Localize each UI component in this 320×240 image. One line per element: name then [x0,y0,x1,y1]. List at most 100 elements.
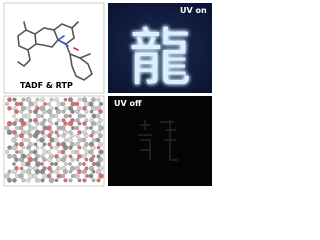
decoration [14,133,19,138]
decoration [32,149,38,155]
decoration [46,173,52,179]
decoration [12,154,17,159]
decoration [77,121,82,126]
decoration [12,178,17,183]
decoration [82,130,87,135]
decoration [18,125,24,131]
decoration [96,169,101,175]
decoration [68,178,73,183]
decoration [49,145,54,150]
decoration [82,162,86,166]
decoration [6,129,13,135]
decoration [54,106,59,111]
panel-label: UV on [180,6,207,15]
decoration [98,157,103,163]
decoration [34,169,41,175]
decoration [77,113,83,119]
decoration [77,97,82,102]
decoration [77,169,82,174]
decoration [96,178,101,183]
decoration [85,174,89,178]
decoration [15,126,19,130]
decoration [82,121,87,126]
decoration [81,137,87,143]
decoration [82,106,87,111]
decoration [60,149,66,155]
decoration [77,130,82,135]
decoration [42,157,47,162]
decoration [47,142,52,147]
decoration [46,109,53,115]
decoration [12,169,17,175]
decoration [28,133,33,138]
decoration [57,35,65,41]
decoration [68,169,73,174]
decoration [63,97,68,102]
decoration [91,113,97,119]
decoration [12,121,17,126]
decoration [49,97,54,102]
decoration [21,169,26,174]
decoration [35,121,40,126]
decoration [40,154,45,159]
decoration [90,105,97,112]
decoration [49,169,54,174]
decoration [67,137,73,143]
decoration [14,109,19,115]
decoration [60,101,66,107]
decoration [73,47,79,51]
decoration [56,142,61,147]
decoration [79,53,91,59]
decoration [18,157,25,163]
decoration [28,125,34,131]
decoration [96,121,101,126]
decoration [53,137,59,143]
decoration [68,97,73,103]
decoration [29,150,33,154]
decoration [75,142,80,147]
decoration [75,133,80,138]
decoration [26,121,31,127]
decoration [49,130,54,135]
decoration [70,157,75,162]
decoration [15,150,19,154]
decoration [26,130,31,135]
decoration [17,49,31,68]
decoration [61,118,66,123]
decoration [12,129,17,135]
decoration [21,137,27,143]
decoration [3,2,105,94]
panel-label: UV off [114,99,142,108]
decoration [43,102,47,106]
decoration [91,130,96,135]
decoration [35,97,40,102]
decoration [19,141,24,147]
decoration [47,150,51,154]
decoration [49,121,54,126]
decoration [33,109,38,115]
decoration [81,153,88,159]
decoration [56,166,61,171]
decoration [54,178,59,183]
decoration [74,101,80,107]
decoration [7,106,12,111]
decoration [82,178,87,183]
decoration [65,43,93,81]
decoration [50,162,54,166]
decoration [70,109,75,114]
decoration [28,118,33,123]
decoration [91,154,96,159]
decoration [108,96,212,186]
decoration [32,173,38,179]
decoration [5,150,9,154]
decoration [25,113,31,119]
decoration [5,102,9,106]
decoration [95,161,101,167]
decoration [91,169,96,174]
decoration [89,133,94,138]
decoration [25,96,32,103]
decoration [82,97,87,103]
decoration [40,178,45,183]
decoration [56,133,61,138]
decoration [40,121,45,127]
